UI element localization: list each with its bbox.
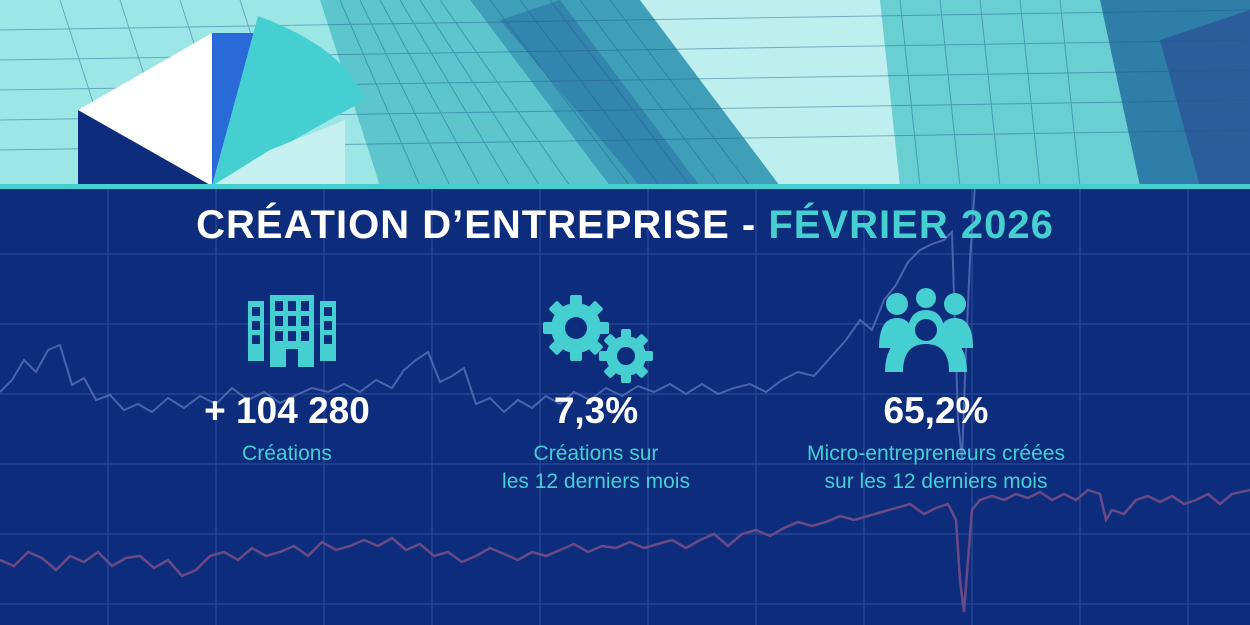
stat-value: 65,2%: [883, 390, 989, 431]
stat-label: Micro-entrepreneurs créées sur les 12 de…: [756, 440, 1116, 496]
stat-value: 7,3%: [553, 390, 639, 431]
stat-creations: + 104 280 Créations: [107, 0, 467, 625]
people-icon: [879, 288, 973, 372]
buildings-icon: [248, 295, 336, 367]
stat-label-line2: les 12 derniers mois: [502, 470, 690, 493]
page-title: CRÉATION D’ENTREPRISE - FÉVRIER 2026: [0, 203, 1250, 248]
stat-label-line1: Créations: [242, 442, 332, 465]
stat-label-line1: Micro-entrepreneurs créées: [807, 442, 1065, 465]
stat-label: Créations: [107, 440, 467, 468]
brand-logo: [78, 16, 365, 186]
stat-micro-entrepreneurs: 65,2% Micro-entrepreneurs créées sur les…: [756, 0, 1116, 625]
stat-label-line1: Créations sur: [533, 442, 659, 465]
stat-label: Créations sur les 12 derniers mois: [416, 440, 776, 496]
stat-growth: 7,3% Créations sur les 12 derniers mois: [416, 0, 776, 625]
header-banner-photo: [0, 0, 1250, 186]
stat-value: + 104 280: [204, 390, 370, 431]
title-main: CRÉATION D’ENTREPRISE -: [196, 203, 757, 247]
decorative-curve-lower: [0, 488, 1250, 613]
skyscrapers-illustration: [0, 0, 1250, 186]
gears-icon: [543, 295, 653, 383]
banner-divider: [0, 184, 1250, 189]
stat-label-line2: sur les 12 derniers mois: [824, 470, 1048, 493]
title-date: FÉVRIER 2026: [768, 203, 1054, 247]
